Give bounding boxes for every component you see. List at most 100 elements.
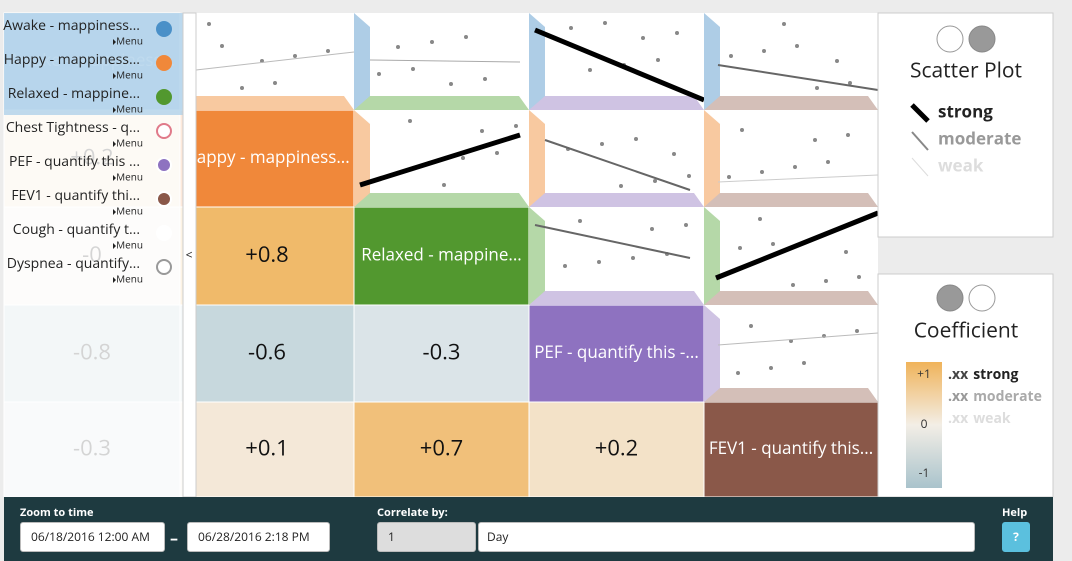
label: Correlate by: [377,505,448,520]
dot [442,183,446,187]
menu-caret [113,73,116,79]
coefficient: -0.3 [422,336,460,366]
item-label[interactable]: Cough - quantify t... [13,220,140,239]
legend-label: moderate [938,127,1021,150]
coefficient-legend [877,273,1054,497]
toggle[interactable] [968,25,996,53]
dot [563,264,567,268]
side-strip [529,13,545,110]
item-label[interactable]: FEV1 - quantify thi... [11,186,140,205]
toggle[interactable] [156,157,172,173]
collapse-strip [182,12,197,497]
dot [240,86,244,90]
collapse[interactable]: < [186,246,193,263]
menu[interactable]: Menu [116,170,143,184]
matrix-view: Awake - mappiness... Happy - mappiness...… [3,12,1054,497]
diagonal-label: Relaxed - mappine... [361,243,522,266]
shelf [354,193,529,207]
start-input[interactable]: 06/18/2016 12:00 AM [20,522,165,552]
diagonal-cell [703,401,879,497]
toggle[interactable] [156,259,172,275]
dot [569,26,573,30]
item-label[interactable]: Happy - mappiness... [4,50,140,69]
toggle[interactable] [156,55,172,71]
legend-line [911,157,929,177]
toggle[interactable] [156,191,172,207]
dot [650,227,654,231]
dot [449,82,453,86]
dot [631,256,635,260]
dot [729,54,733,58]
dot [848,81,852,85]
dot [802,361,806,365]
coefficient-cell [528,401,705,497]
coefficient: +0.2 [595,432,639,462]
item-label[interactable]: Relaxed - mappine... [8,84,140,103]
side-strip [354,110,370,207]
trend-line [534,224,691,259]
scale-label: -1 [919,464,930,481]
strength: strong [973,365,1018,384]
toggle[interactable] [936,284,964,312]
menu[interactable]: Menu [116,34,143,48]
dot [727,175,731,179]
dot [641,36,645,40]
dot [461,156,465,160]
amount-select[interactable]: 1 [377,522,476,552]
menu-caret [113,209,116,215]
toggle[interactable] [156,225,172,241]
item-label[interactable]: PEF - quantify this ... [9,152,140,171]
color-scale [906,362,942,488]
toggle[interactable] [156,123,172,139]
dot [758,217,762,221]
dot [675,31,679,35]
menu[interactable]: Menu [116,204,143,218]
dot [795,44,799,48]
toolbar: Zoom to time 06/18/2016 12:00 AM – 06/28… [4,497,1053,561]
side-strip [529,207,545,305]
item-label[interactable]: Awake - mappiness... [3,16,140,35]
dot [653,179,657,183]
selected-bg [4,47,183,81]
toggle[interactable] [156,21,172,37]
coefficient: +0.7 [420,432,464,462]
shelf [704,291,878,305]
toggle[interactable] [156,89,172,105]
help-button[interactable]: ? [1002,522,1030,552]
end-input[interactable]: 06/28/2016 2:18 PM [187,522,330,552]
item-label[interactable]: Dyspnea - quantify... [7,254,140,273]
side-strip [704,305,720,402]
menu[interactable]: Menu [116,238,143,252]
sample: .xx [948,365,969,384]
item-label[interactable]: Chest Tightness - q... [6,118,140,137]
dot [464,35,468,39]
menu[interactable]: Menu [116,68,143,82]
dot [687,174,691,178]
strength: weak [973,409,1011,428]
dot [760,170,764,174]
dot [846,133,850,137]
trend-line [715,210,879,281]
dot [738,246,742,250]
dot [293,54,297,58]
diagonal-label: PEF - quantify this -... [534,340,699,363]
selected-bg [4,13,183,47]
unit-select[interactable]: Day [478,522,975,552]
menu[interactable]: Menu [116,272,143,286]
coefficient-cell [179,206,355,306]
legend-label: weak [938,154,984,177]
legend-label: strong [938,100,993,123]
diagonal-label: Happy - mappiness... [184,145,349,168]
shelf [529,193,704,207]
trend-line [717,174,879,183]
legend-label: .xx weak [948,409,1011,428]
shelf [704,96,878,110]
toggle[interactable] [968,284,996,312]
coefficient-cell [179,304,355,403]
menu[interactable]: Menu [116,102,143,116]
dot [603,21,607,25]
coefficient: +0.1 [245,432,289,462]
menu[interactable]: Menu [116,136,143,150]
toggle[interactable] [936,25,964,53]
dot [855,329,859,333]
